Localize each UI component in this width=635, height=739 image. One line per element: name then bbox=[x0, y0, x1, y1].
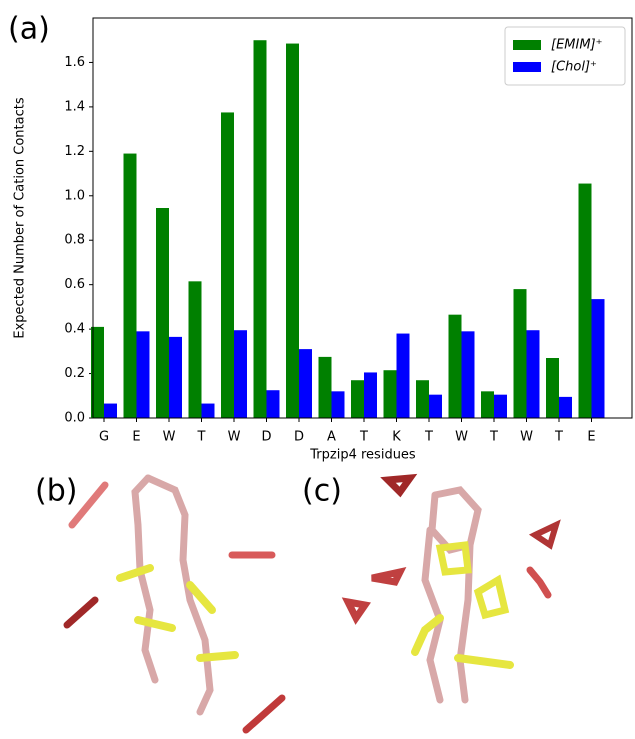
y-tick-label: 1.2 bbox=[64, 144, 85, 159]
x-tick-label: W bbox=[520, 430, 533, 445]
bar bbox=[591, 299, 605, 418]
bar bbox=[416, 380, 429, 418]
bar bbox=[494, 394, 507, 418]
bar bbox=[448, 314, 462, 418]
x-tick-label: W bbox=[455, 430, 468, 445]
x-tick-label: K bbox=[392, 430, 401, 445]
bar bbox=[136, 331, 150, 418]
legend-box bbox=[504, 26, 626, 86]
x-tick-label: W bbox=[228, 430, 241, 445]
bar bbox=[253, 40, 267, 418]
legend-label: [Chol]⁺ bbox=[551, 60, 597, 75]
x-tick-label: T bbox=[424, 430, 433, 445]
x-tick-label: A bbox=[327, 430, 336, 445]
bar bbox=[266, 390, 280, 418]
y-axis-label: Expected Number of Cation Contacts bbox=[13, 97, 28, 338]
y-tick-label: 1.0 bbox=[64, 188, 85, 203]
bar bbox=[513, 289, 527, 418]
panel-label: (b) bbox=[35, 474, 77, 509]
x-axis-label: Trpzip4 residues bbox=[309, 448, 416, 463]
x-tick-label: E bbox=[132, 430, 140, 445]
bar bbox=[526, 330, 540, 418]
plot-frame bbox=[92, 17, 633, 419]
bar bbox=[234, 330, 247, 418]
bar bbox=[201, 403, 215, 418]
x-tick-label: W bbox=[163, 430, 176, 445]
bar bbox=[286, 43, 299, 419]
legend-swatch bbox=[513, 62, 541, 72]
bar bbox=[383, 370, 397, 418]
x-tick-label: G bbox=[99, 430, 109, 445]
bar bbox=[104, 403, 117, 418]
bar bbox=[364, 372, 377, 418]
panel-label: (c) bbox=[302, 474, 342, 509]
bar bbox=[318, 356, 332, 418]
y-tick-label: 0.8 bbox=[64, 233, 85, 248]
panel-label: (a) bbox=[8, 12, 50, 47]
bar bbox=[481, 391, 494, 418]
bar bbox=[299, 349, 312, 418]
legend: [EMIM]⁺ [Chol]⁺ bbox=[504, 26, 626, 86]
x-tick-label: D bbox=[261, 430, 271, 445]
bar bbox=[461, 331, 475, 418]
bar bbox=[578, 183, 592, 418]
bar bbox=[169, 336, 182, 418]
y-tick-label: 0.4 bbox=[64, 322, 85, 337]
legend-swatch bbox=[513, 40, 541, 50]
molecule-b bbox=[63, 474, 286, 734]
bar bbox=[546, 358, 559, 418]
x-tick-label: D bbox=[294, 430, 304, 445]
bar bbox=[221, 112, 234, 418]
legend-label: [EMIM]⁺ bbox=[551, 38, 603, 53]
bar bbox=[559, 396, 572, 418]
x-tick-label: T bbox=[489, 430, 498, 445]
x-tick-label: T bbox=[359, 430, 368, 445]
bar bbox=[396, 333, 410, 418]
bar bbox=[188, 281, 202, 418]
x-tick-label: T bbox=[554, 430, 563, 445]
x-tick-label: E bbox=[587, 430, 595, 445]
bar bbox=[123, 153, 137, 419]
bar bbox=[156, 208, 169, 418]
bar bbox=[331, 391, 345, 418]
bar bbox=[429, 394, 442, 418]
y-tick-label: 0.6 bbox=[64, 277, 85, 292]
molecule-c bbox=[341, 473, 561, 704]
bar bbox=[351, 380, 364, 418]
y-tick-label: 1.4 bbox=[64, 99, 85, 114]
x-tick-label: T bbox=[197, 430, 206, 445]
y-tick-label: 0.0 bbox=[64, 411, 85, 426]
bar bbox=[91, 326, 104, 418]
y-tick-label: 1.6 bbox=[64, 55, 85, 70]
y-tick-label: 0.2 bbox=[64, 366, 85, 381]
